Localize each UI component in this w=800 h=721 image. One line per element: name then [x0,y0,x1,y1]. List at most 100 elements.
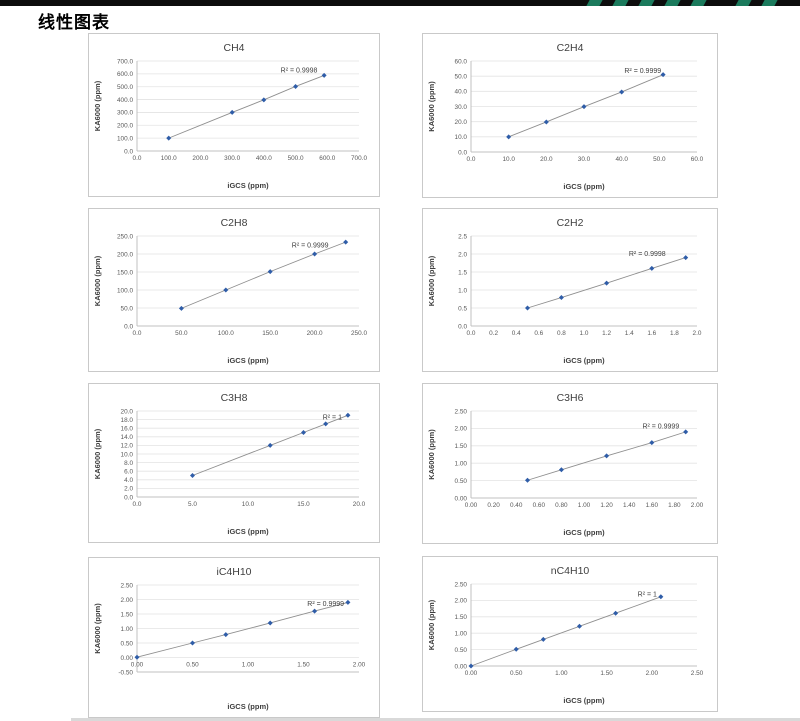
data-point-marker [343,239,349,245]
x-tick-label: 200.0 [307,330,323,337]
r-squared-annotation: R² = 0.9998 [281,68,318,75]
x-tick-label: 300.0 [224,155,240,162]
chart-panel-nC4H10: 0.00 0.50 1.00 1.50 2.00 2.50 0.00 0.50 1.00 1.50… [422,556,718,712]
y-tick-label: 1.50 [455,614,468,621]
y-tick-label: 700.0 [117,58,133,65]
chart-panel-CH4: 0.0 100.0 200.0 300.0 400.0 500.0 600.0 700.0 0.… [88,33,380,197]
data-point-marker [166,135,172,141]
x-tick-label: 1.00 [555,670,568,677]
data-point-marker [134,654,140,660]
page-title: 线性图表 [38,13,110,32]
data-point-marker [267,442,273,448]
y-tick-label: 1.0 [458,287,467,294]
x-tick-label: 1.6 [647,330,656,337]
r-squared-annotation: R² = 1 [638,591,657,598]
x-tick-label: 0.50 [186,662,199,669]
y-tick-label: 10.0 [121,451,134,458]
chart-canvas-C2H4: 0.0 10.0 20.0 30.0 40.0 50.0 60.0 0.0 10.0 20.0 30… [427,42,704,191]
r-squared-annotation: R² = 0.9999 [624,68,661,75]
y-tick-label: 8.0 [124,460,133,467]
y-tick-label: 0.50 [455,478,468,485]
chart-title: nC4H10 [551,565,590,577]
y-tick-label: 1.50 [455,443,468,450]
y-tick-label: 40.0 [455,89,468,96]
y-tick-label: 0.00 [455,495,468,502]
x-tick-label: 30.0 [578,156,591,163]
r-squared-annotation: R² = 0.9999 [307,601,344,608]
x-tick-label: 10.0 [502,156,515,163]
y-tick-label: 0.0 [124,323,133,330]
data-point-marker [267,620,273,626]
y-tick-label: 0.50 [455,647,468,654]
y-tick-label: 6.0 [124,469,133,476]
chart-canvas-C3H8: 0.02.04.06.08.010.012.014.016.018.020.00… [93,392,366,536]
data-point-marker [683,255,689,261]
y-tick-label: 150.0 [117,269,133,276]
x-tick-label: 1.8 [670,330,679,337]
chart-canvas-nC4H10: 0.00 0.50 1.00 1.50 2.00 2.50 0.00 0.50 1.00 1.50… [427,565,704,705]
x-tick-label: 0.50 [510,670,523,677]
y-tick-label: 0.00 [121,655,134,662]
y-tick-label: 14.0 [121,434,134,441]
chart-title: iC4H10 [216,566,251,578]
data-point-marker [312,608,318,614]
x-tick-label: 0.20 [487,502,500,509]
y-tick-label: 1.00 [455,461,468,468]
y-tick-label: 0.0 [458,149,467,156]
x-tick-label: 1.00 [578,502,591,509]
chart-canvas-CH4: 0.0 100.0 200.0 300.0 400.0 500.0 600.0 700.0 0.… [93,42,367,190]
y-tick-label: 50.0 [455,73,468,80]
x-tick-label: 0.0 [133,501,142,508]
x-tick-label: 50.0 [175,330,188,337]
y-tick-label: 18.0 [121,417,134,424]
data-point-marker [513,646,519,652]
y-tick-label: 50.0 [121,305,134,312]
y-tick-label: 200.0 [117,251,133,258]
x-tick-label: 2.00 [646,670,659,677]
x-tick-label: 1.00 [242,662,255,669]
x-tick-label: 20.0 [540,156,553,163]
x-tick-label: 1.50 [600,670,613,677]
x-tick-label: 60.0 [691,156,704,163]
r-squared-annotation: R² = 1 [323,415,342,422]
y-tick-label: 250.0 [117,233,133,240]
x-tick-label: 2.50 [691,670,704,677]
chart-panel-C2H8: 0.0 50.0 100.0 150.0 200.0 250.0 0.0 50.0 100.0 1… [88,208,380,372]
y-tick-label: 30.0 [455,104,468,111]
r-squared-annotation: R² = 0.9999 [642,423,679,430]
y-tick-label: 0.50 [121,640,134,647]
y-tick-label: 300.0 [117,110,133,117]
x-tick-label: 0.80 [555,502,568,509]
x-tick-label: 0.00 [131,662,144,669]
chart-panel-iC4H10: -0.50 0.00 0.50 1.00 1.50 2.00 2.50 0.00 0.50 1.0… [88,557,380,718]
chart-panel-C2H4: 0.0 10.0 20.0 30.0 40.0 50.0 60.0 0.0 10.0 20.0 30… [422,33,718,198]
y-tick-label: 2.00 [455,426,468,433]
data-point-marker [178,305,184,311]
y-tick-label: 4.0 [124,477,133,484]
x-tick-label: 0.0 [467,330,476,337]
chart-canvas-iC4H10: -0.500.000.501.001.502.002.500.00 0.50 1.0… [93,566,366,711]
y-tick-label: 0.00 [455,663,468,670]
x-tick-label: 2.0 [693,330,702,337]
x-tick-label: 5.0 [188,501,197,508]
chart-title: CH4 [223,42,244,54]
x-tick-label: 0.0 [467,156,476,163]
x-tick-label: 1.80 [668,502,681,509]
data-point-marker [293,83,299,89]
y-axis-label: KA6000 (ppm) [93,255,102,306]
data-point-marker [613,610,619,616]
y-tick-label: 600.0 [117,71,133,78]
data-point-marker [604,453,610,459]
x-tick-label: 0.00 [465,502,478,509]
trend-line [136,601,349,658]
y-tick-label: 2.50 [455,581,468,588]
data-point-marker [558,295,564,301]
x-axis-label: iGCS (ppm) [563,356,605,365]
x-tick-label: 20.0 [353,501,366,508]
y-axis-label: KA6000 (ppm) [93,428,102,479]
y-axis-label: KA6000 (ppm) [427,255,436,306]
y-tick-label: 0.5 [458,305,467,312]
data-point-marker [261,97,267,103]
y-tick-label: 10.0 [455,134,468,141]
